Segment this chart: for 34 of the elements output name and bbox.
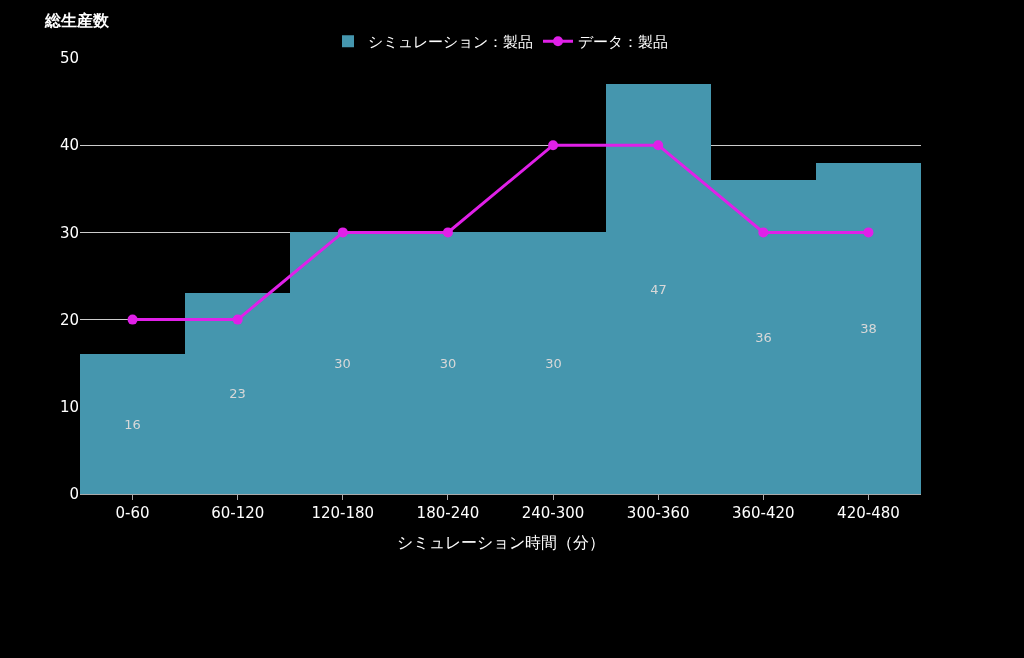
y-axis-title: 総生産数 [44, 11, 110, 30]
x-tick-label: 240-300 [521, 504, 585, 522]
legend-label: データ：製品 [578, 33, 668, 52]
data-label: 36 [755, 329, 772, 345]
point [863, 227, 874, 238]
point [232, 314, 243, 325]
x-tick-label: 300-360 [626, 504, 690, 522]
data-label: 38 [860, 321, 877, 336]
point [442, 227, 453, 238]
data-label: 23 [229, 386, 246, 401]
legend-label: シミュレーション：製品 [368, 33, 533, 52]
x-tick-label: 180-240 [416, 504, 480, 522]
point [653, 140, 664, 151]
data-label: 30 [334, 355, 351, 371]
data-label: 47 [650, 281, 667, 297]
y-tick-label: 50 [59, 49, 79, 68]
x-tick-label: 0-60 [115, 504, 150, 522]
y-tick-label: 0 [69, 485, 79, 504]
x-tick-label: 60-120 [211, 504, 265, 522]
x-tick-label: 420-480 [837, 504, 900, 522]
x-axis-title: シミュレーション時間（分） [396, 532, 605, 552]
y-tick-label: 40 [59, 136, 79, 155]
y-tick-label: 10 [59, 398, 79, 417]
point [758, 227, 769, 238]
point [127, 314, 138, 325]
point [548, 140, 559, 151]
data-label: 30 [439, 355, 457, 371]
point [337, 227, 348, 238]
y-tick-label: 20 [59, 310, 79, 329]
data-label: 30 [545, 355, 562, 371]
y-tick-label: 30 [59, 223, 79, 242]
x-tick-label: 120-180 [311, 504, 375, 522]
x-tick-label: 360-420 [731, 504, 795, 522]
data-label: 16 [124, 416, 141, 432]
